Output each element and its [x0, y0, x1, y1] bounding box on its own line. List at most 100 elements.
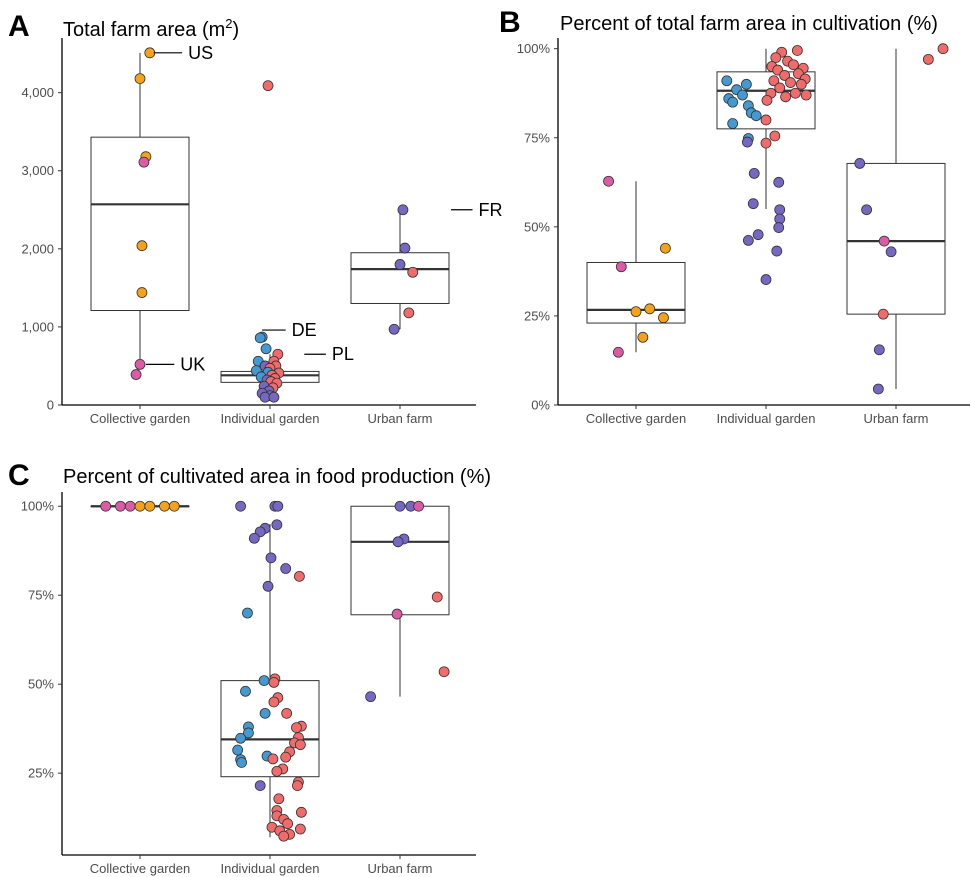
panel-a-title-main: Total farm area (m [63, 19, 225, 41]
panel-a-y-tick-label: 4,000 [21, 85, 54, 100]
panel-c-title: Percent of cultivated area in food produ… [63, 466, 491, 488]
panel-b-data-point [737, 89, 748, 101]
panel-c-data-point [294, 739, 306, 751]
panel-b-data-point [721, 75, 733, 87]
panel-c-data-point [413, 500, 425, 512]
panel-b-data-point [774, 82, 786, 94]
panel-a-data-point [134, 358, 146, 370]
panel-a-data-point [136, 240, 148, 252]
panel-a-annotation-label: FR [479, 200, 503, 220]
panel-c-y-tick-label: 50% [28, 677, 54, 692]
panel-b-data-point [752, 229, 764, 241]
panel-c-data-point [294, 823, 306, 835]
panel-a-title-sup: 2 [225, 16, 232, 31]
panel-a-box [350, 252, 450, 304]
panel-c-category-label: Individual garden [220, 861, 319, 876]
panel-c-data-point [124, 500, 136, 512]
panel-a-letter: A [8, 10, 30, 43]
panel-b-data-point [774, 204, 786, 216]
panel-c-data-point [262, 580, 274, 592]
panel-c-data-point [272, 500, 284, 512]
panel-a-data-point [403, 307, 415, 319]
panel-b-data-point [854, 158, 866, 169]
panel-a-data-point [260, 343, 272, 355]
panel-a-data-point [399, 242, 411, 254]
panel-b-category-label: Individual garden [716, 411, 815, 426]
panel-c-data-point [281, 707, 293, 719]
panel-c-data-point [240, 685, 251, 697]
panel-c-data-point [278, 830, 290, 842]
panel-a-data-point [397, 204, 409, 216]
panel-b-data-point [780, 91, 791, 103]
panel-c-data-point [242, 607, 253, 619]
panel-b-data-point [615, 261, 627, 273]
panel-a-annotation-label: US [188, 43, 213, 63]
panel-b-data-point [660, 242, 671, 254]
panel-a-annotation-label: PL [332, 344, 354, 364]
panel-c-data-point [236, 757, 247, 768]
panel-c-data-point [243, 727, 254, 739]
panel-c-data-point [291, 722, 302, 733]
panel-c-letter: C [8, 459, 30, 492]
panel-b-category-label: Collective garden [586, 411, 686, 426]
panel-c-data-point [248, 532, 260, 544]
panel-a-category-label: Collective garden [90, 411, 190, 426]
panel-c-data-point [144, 500, 156, 512]
panel-c-data-point [115, 500, 126, 512]
panel-c-data-point [273, 793, 285, 805]
panel-c-data-point [391, 608, 403, 620]
panel-b-data-point [750, 110, 762, 122]
panel-b-data-point [873, 344, 885, 356]
panel-c-data-point [365, 691, 377, 703]
panel-c-data-point [134, 500, 146, 512]
panel-b-data-point [791, 45, 803, 56]
panel-c-data-point [295, 806, 307, 818]
panel-b-y-tick-label: 50% [524, 219, 550, 234]
panel-b-category-label: Urban farm [863, 411, 928, 426]
panel-c-data-point [265, 552, 277, 564]
panel-c-data-point [292, 780, 303, 792]
panel-b-data-point [748, 167, 760, 179]
panel-c: C Percent of cultivated area in food pro… [8, 459, 491, 876]
panel-b: B Percent of total farm area in cultivat… [499, 6, 970, 426]
panel-b-data-point [922, 53, 934, 65]
panel-a-y-tick-label: 3,000 [21, 163, 54, 178]
panel-b-data-point [768, 75, 780, 87]
panel-a: A Total farm area (m2) 0 1,000 2,000 3,000 4… [8, 10, 503, 426]
panel-b-data-point [773, 176, 785, 188]
panel-b-data-point [612, 346, 624, 358]
panel-b-data-point [877, 308, 889, 320]
panel-b-data-point [637, 331, 649, 343]
panel-a-data-point [254, 332, 266, 344]
panel-b-data-point [658, 312, 669, 324]
panel-b-data-point [795, 78, 807, 90]
panel-c-data-point [280, 751, 292, 763]
panel-a-category-label: Urban farm [367, 411, 432, 426]
panel-c-y-tick-label: 100% [21, 499, 55, 514]
panel-a-data-point [407, 266, 419, 278]
panel-b-box [586, 261, 686, 324]
panel-b-data-point [861, 204, 872, 216]
panel-b-data-point [872, 383, 884, 395]
panel-b-y-tick-label: 0% [531, 398, 550, 413]
panel-c-data-point [168, 500, 180, 512]
panel-b-data-point [747, 198, 759, 210]
panel-c-data-point [235, 500, 247, 512]
panel-a-y-tick-label: 2,000 [21, 241, 54, 256]
panel-c-data-point [431, 591, 443, 603]
panel-c-data-point [392, 536, 404, 548]
panel-c-data-point [159, 500, 170, 512]
panel-a-annotation-label: DE [292, 320, 317, 340]
panel-b-data-point [769, 130, 781, 142]
panel-b-data-point [770, 52, 782, 63]
panel-b-data-point [727, 96, 739, 108]
panel-a-annotation-label: UK [180, 354, 205, 374]
panel-b-data-point [741, 136, 753, 148]
panel-b-box [716, 71, 816, 130]
panel-b-data-point [885, 246, 897, 258]
panel-c-data-point [280, 563, 292, 574]
panel-a-data-point [268, 391, 280, 403]
panel-a-data-point [394, 259, 406, 270]
panel-b-data-point [790, 87, 801, 99]
panel-a-box [90, 136, 190, 312]
